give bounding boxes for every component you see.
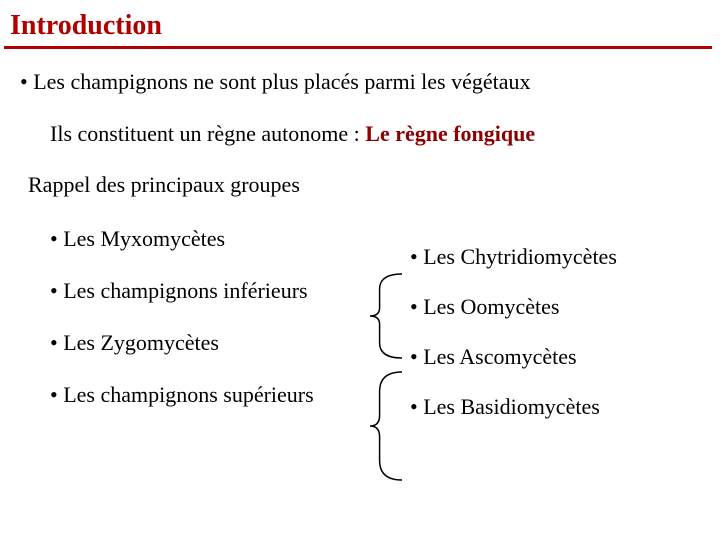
autonomous-emphasis: Le règne fongique: [365, 121, 535, 146]
list-item: • Les Zygomycètes: [50, 330, 370, 356]
list-item: • Les Ascomycètes: [410, 344, 710, 370]
slide: Introduction • Les champignons ne sont p…: [0, 0, 720, 540]
autonomous-line: Ils constituent un règne autonome : Le r…: [0, 119, 720, 149]
left-column: • Les Myxomycètes • Les champignons infé…: [50, 226, 370, 434]
right-column: • Les Chytridiomycètes • Les Oomycètes •…: [410, 244, 710, 444]
list-item: • Les Basidiomycètes: [410, 394, 710, 420]
autonomous-prefix: Ils constituent un règne autonome :: [50, 121, 365, 146]
list-item: • Les Chytridiomycètes: [410, 244, 710, 270]
slide-title: Introduction: [4, 10, 712, 49]
list-item: • Les champignons inférieurs: [50, 278, 370, 304]
groups-columns: • Les Myxomycètes • Les champignons infé…: [0, 226, 720, 486]
bracket-icon: [370, 372, 402, 480]
list-item: • Les Myxomycètes: [50, 226, 370, 252]
list-item: • Les Oomycètes: [410, 294, 710, 320]
main-bullet: • Les champignons ne sont plus placés pa…: [0, 67, 720, 97]
list-item: • Les champignons supérieurs: [50, 382, 370, 408]
rappel-line: Rappel des principaux groupes: [0, 170, 720, 200]
bracket-icon: [370, 274, 402, 358]
